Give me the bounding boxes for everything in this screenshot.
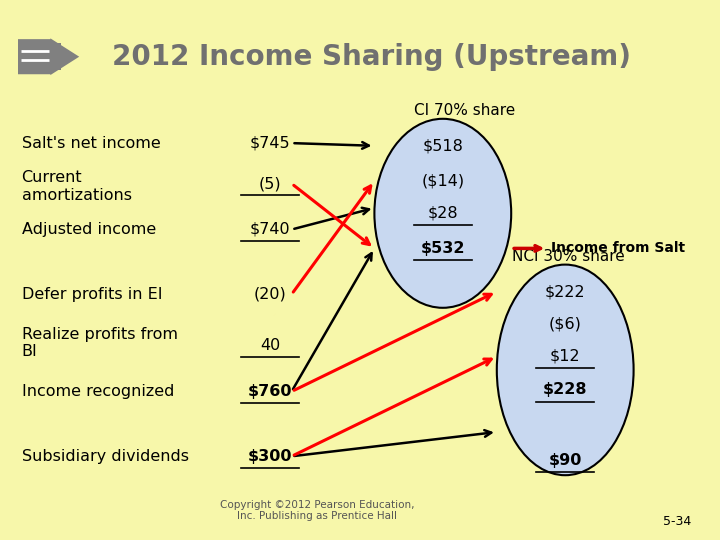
- Text: ($14): ($14): [421, 173, 464, 188]
- Text: Subsidiary dividends: Subsidiary dividends: [22, 449, 189, 464]
- Text: Current
amortizations: Current amortizations: [22, 170, 132, 202]
- Text: Income recognized: Income recognized: [22, 384, 174, 399]
- Text: $228: $228: [543, 382, 588, 397]
- Text: Copyright ©2012 Pearson Education,
Inc. Publishing as Prentice Hall: Copyright ©2012 Pearson Education, Inc. …: [220, 500, 414, 521]
- Text: $745: $745: [250, 136, 290, 151]
- Ellipse shape: [374, 119, 511, 308]
- FancyBboxPatch shape: [18, 43, 61, 70]
- Text: $532: $532: [420, 241, 465, 256]
- Text: Income from Salt: Income from Salt: [551, 241, 685, 255]
- Text: $222: $222: [545, 284, 585, 299]
- Text: 40: 40: [260, 338, 280, 353]
- Text: CI 70% share: CI 70% share: [414, 103, 516, 118]
- Text: $90: $90: [549, 453, 582, 468]
- Text: $760: $760: [248, 384, 292, 399]
- Text: $300: $300: [248, 449, 292, 464]
- Ellipse shape: [497, 265, 634, 475]
- Text: ($6): ($6): [549, 316, 582, 332]
- Text: $740: $740: [250, 222, 290, 237]
- Text: NCI 30% share: NCI 30% share: [513, 249, 625, 264]
- Text: (5): (5): [258, 176, 282, 191]
- Text: Salt's net income: Salt's net income: [22, 136, 161, 151]
- Text: $28: $28: [428, 206, 458, 221]
- Text: Defer profits in EI: Defer profits in EI: [22, 287, 162, 302]
- Text: $12: $12: [550, 349, 580, 364]
- Text: (20): (20): [253, 287, 287, 302]
- FancyArrow shape: [18, 38, 79, 75]
- Text: $518: $518: [423, 138, 463, 153]
- Text: 5-34: 5-34: [663, 515, 691, 528]
- Text: Adjusted income: Adjusted income: [22, 222, 156, 237]
- Text: Realize profits from
BI: Realize profits from BI: [22, 327, 178, 359]
- Text: 2012 Income Sharing (Upstream): 2012 Income Sharing (Upstream): [112, 43, 631, 71]
